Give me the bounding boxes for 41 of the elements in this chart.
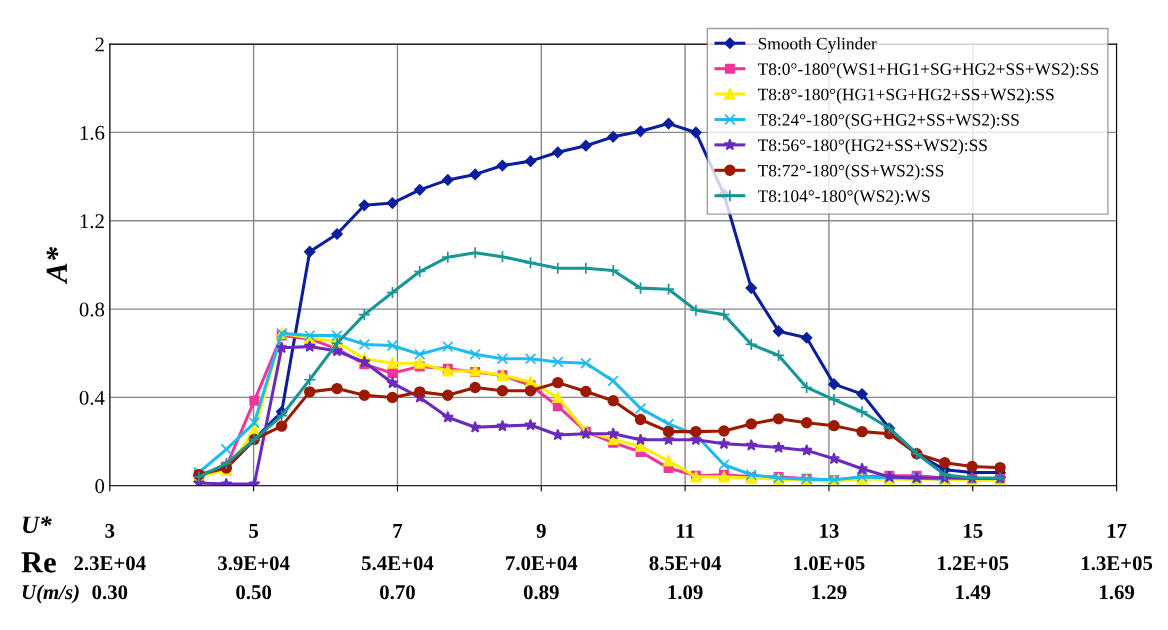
text: U(m/s) — [22, 584, 79, 604]
legend-label: T8:8°-180°(HG1+SG+HG2+SS+WS2):SS — [757, 88, 1054, 104]
y-axis-title: A* — [46, 246, 67, 285]
text: Re — [21, 552, 56, 573]
x-tick-label: 15 — [964, 523, 983, 538]
text: 1.09 — [668, 585, 703, 600]
y-tick-label: 0.8 — [79, 302, 105, 317]
x-tick-label: 11 — [676, 523, 694, 538]
text: 8.5E+04 — [649, 556, 722, 571]
text: 0.70 — [380, 585, 415, 600]
x-tick-label: 17 — [1107, 523, 1127, 538]
legend-label: T8:56°-180°(HG2+SS+WS2):SS — [757, 138, 987, 155]
legend-label: T8:72°-180°(SS+WS2):SS — [757, 164, 944, 181]
text: 0.30 — [92, 585, 128, 600]
text: 1.69 — [1100, 585, 1135, 600]
legend-label: T8:24°-180°(SG+HG2+SS+WS2):SS — [757, 113, 1019, 130]
x-tick-label: 7 — [393, 524, 403, 538]
y-tick-label: 1.2 — [80, 214, 104, 229]
text: 0.89 — [523, 585, 559, 600]
y-tick-label: 2 — [95, 37, 104, 52]
y-tick-label: 0.4 — [79, 390, 105, 405]
text: 3.9E+04 — [218, 556, 290, 571]
text: 1.29 — [812, 585, 847, 600]
text: 0.50 — [236, 585, 272, 600]
text: 1.2E+05 — [938, 556, 1009, 571]
y-tick-label: 1.6 — [80, 125, 105, 140]
text: 2.3E+04 — [74, 556, 146, 571]
x-tick-label: 3 — [105, 523, 115, 538]
text: 5.4E+04 — [361, 556, 434, 571]
x-tick-label: 5 — [249, 524, 259, 538]
x-tick-label: 13 — [820, 523, 839, 538]
legend-label: Smooth Cylinder — [758, 37, 877, 54]
legend-label: T8:0°-180°(WS1+HG1+SG+HG2+SS+WS2):SS — [757, 62, 1099, 79]
text: 1.3E+05 — [1081, 556, 1153, 571]
legend-label: T8:104°-180°(WS2):WS — [757, 189, 930, 206]
x-tick-label: 9 — [536, 523, 546, 538]
text: 7.0E+04 — [506, 556, 578, 571]
text: 1.49 — [956, 585, 991, 600]
text: 1.0E+05 — [794, 556, 865, 571]
x-axis-title: U* — [23, 516, 52, 534]
y-tick-label: 0 — [95, 479, 105, 494]
